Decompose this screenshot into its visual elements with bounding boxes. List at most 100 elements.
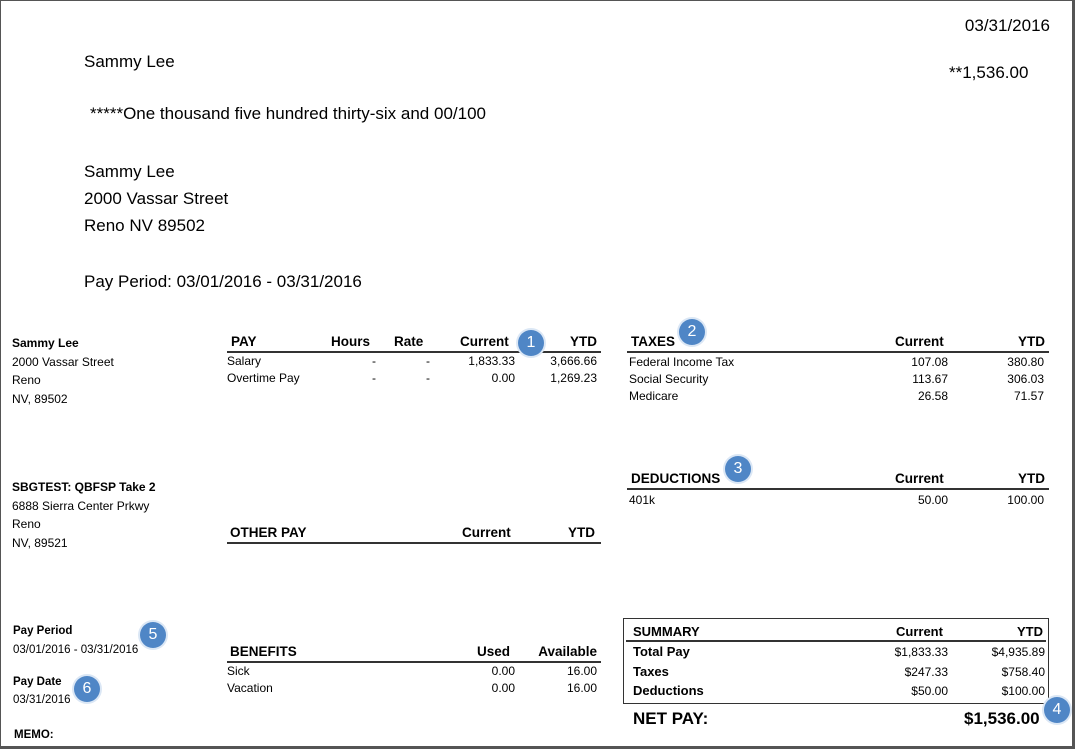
tax-name: Federal Income Tax [629, 355, 735, 369]
summary-header: SUMMARY Current YTD [626, 622, 1046, 642]
deductions-header-ytd: YTD [1018, 471, 1045, 486]
taxes-table: TAXES Current YTD Federal Income Tax 107… [627, 334, 1049, 406]
tax-ytd: 380.80 [1007, 355, 1044, 369]
pay-item-current: 0.00 [491, 371, 515, 385]
pay-table: PAY Hours Rate Current YTD Salary - - 1,… [227, 334, 601, 388]
summary-item-ytd: $4,935.89 [991, 645, 1045, 659]
table-row: Social Security 113.67 306.03 [627, 372, 1049, 389]
callout-badge-5: 5 [140, 622, 166, 648]
callout-badge-1: 1 [518, 330, 544, 356]
deductions-table: DEDUCTIONS Current YTD 401k 50.00 100.00 [627, 471, 1049, 510]
pay-item-hours: - [372, 354, 376, 368]
benefits-table-header: BENEFITS Used Available [227, 644, 601, 663]
benefit-available: 16.00 [566, 681, 597, 695]
deduction-ytd: 100.00 [1007, 493, 1044, 507]
check-amount-words: *****One thousand five hundred thirty-si… [90, 104, 486, 123]
pay-item-current: 1,833.33 [468, 354, 515, 368]
pay-header-current: Current [460, 334, 509, 349]
company-state-zip: NV, 89521 [12, 535, 68, 550]
check-mailing-address: Sammy Lee 2000 Vassar Street Reno NV 895… [84, 158, 228, 239]
benefit-used: 0.00 [491, 681, 515, 695]
callout-badge-2: 2 [679, 319, 705, 345]
deductions-table-header: DEDUCTIONS Current YTD [627, 471, 1049, 490]
pay-item-rate: - [426, 354, 430, 368]
company-name: SBGTEST: QBFSP Take 2 [12, 480, 156, 494]
callout-badge-4: 4 [1044, 697, 1070, 723]
other-pay-header-label: OTHER PAY [230, 525, 307, 540]
summary-header-ytd: YTD [1017, 624, 1043, 639]
summary-header-label: SUMMARY [633, 624, 700, 639]
summary-item-ytd: $758.40 [1001, 664, 1045, 679]
tax-name: Medicare [629, 389, 679, 403]
summary-item-name: Taxes [633, 663, 669, 679]
tax-name: Social Security [629, 372, 709, 386]
pay-header-hours: Hours [331, 334, 371, 349]
net-pay-value: $1,536.00 [964, 709, 1040, 728]
summary-item-name: Deductions [633, 683, 704, 698]
pay-period-value: 03/01/2016 - 03/31/2016 [13, 644, 139, 656]
other-pay-table-header: OTHER PAY Current YTD [227, 525, 601, 544]
other-pay-header-ytd: YTD [568, 525, 595, 540]
table-row: Salary - - 1,833.33 3,666.66 [227, 354, 601, 371]
callout-badge-6: 6 [74, 676, 100, 702]
summary-item-ytd: $100.00 [1001, 684, 1045, 698]
benefit-name: Sick [227, 664, 250, 678]
company-address-block: SBGTEST: QBFSP Take 2 6888 Sierra Center… [12, 478, 156, 552]
summary-item-name: Total Pay [633, 644, 690, 659]
check-payee: Sammy Lee [84, 52, 175, 71]
benefits-header-used: Used [477, 644, 511, 659]
table-row: Overtime Pay - - 0.00 1,269.23 [227, 371, 601, 388]
pay-header-ytd: YTD [570, 334, 597, 349]
employee-city: Reno [12, 373, 41, 387]
benefits-table: BENEFITS Used Available Sick 0.00 16.00 … [227, 644, 601, 698]
employee-address-block: Sammy Lee 2000 Vassar Street Reno NV, 89… [12, 334, 114, 408]
check-date: 03/31/2016 [964, 16, 1050, 35]
employee-name: Sammy Lee [12, 336, 79, 350]
tax-current: 26.58 [917, 389, 948, 403]
check-address-line: Sammy Lee [84, 162, 175, 181]
tax-current: 107.08 [911, 355, 948, 369]
taxes-header-current: Current [895, 334, 944, 349]
table-row: Taxes $247.33 $758.40 [626, 662, 1046, 682]
employee-street: 2000 Vassar Street [12, 354, 114, 369]
table-row: Sick 0.00 16.00 [227, 664, 601, 681]
net-pay-label: NET PAY: [633, 709, 709, 728]
table-row: Total Pay $1,833.33 $4,935.89 [626, 642, 1046, 662]
benefit-name: Vacation [227, 681, 273, 695]
table-row: 401k 50.00 100.00 [627, 493, 1049, 510]
pay-item-hours: - [372, 371, 376, 385]
benefit-available: 16.00 [566, 664, 597, 678]
deductions-header-current: Current [895, 471, 944, 486]
table-row: Federal Income Tax 107.08 380.80 [627, 355, 1049, 372]
taxes-header-ytd: YTD [1018, 334, 1045, 349]
tax-ytd: 71.57 [1013, 389, 1044, 403]
benefits-header-label: BENEFITS [230, 644, 297, 659]
tax-ytd: 306.03 [1007, 372, 1044, 386]
benefits-header-available: Available [538, 644, 597, 659]
table-row: Deductions $50.00 $100.00 [626, 681, 1046, 701]
pay-item-name: Overtime Pay [227, 371, 300, 385]
check-address-line: 2000 Vassar Street [84, 189, 229, 208]
callout-badge-3: 3 [725, 456, 751, 482]
pay-table-header: PAY Hours Rate Current YTD [227, 334, 601, 353]
check-pay-period: Pay Period: 03/01/2016 - 03/31/2016 [84, 272, 362, 291]
benefit-used: 0.00 [491, 664, 515, 678]
company-city: Reno [12, 517, 41, 531]
pay-date-label: Pay Date [13, 676, 62, 688]
check-address-line: Reno NV 89502 [84, 216, 205, 235]
pay-header-rate: Rate [394, 334, 424, 349]
other-pay-table: OTHER PAY Current YTD [227, 525, 601, 544]
pay-header-pay: PAY [231, 334, 257, 349]
other-pay-header-current: Current [462, 525, 511, 540]
employee-state-zip: NV, 89502 [12, 391, 68, 406]
memo-label: MEMO: [14, 729, 54, 741]
summary-item-current: $50.00 [911, 684, 948, 698]
pay-item-rate: - [426, 371, 430, 385]
deduction-name: 401k [629, 493, 656, 507]
deduction-current: 50.00 [917, 493, 948, 507]
tax-current: 113.67 [912, 372, 948, 386]
pay-item-ytd: 3,666.66 [550, 354, 597, 368]
summary-item-current: $1,833.33 [894, 645, 948, 659]
deductions-header-label: DEDUCTIONS [631, 471, 721, 486]
